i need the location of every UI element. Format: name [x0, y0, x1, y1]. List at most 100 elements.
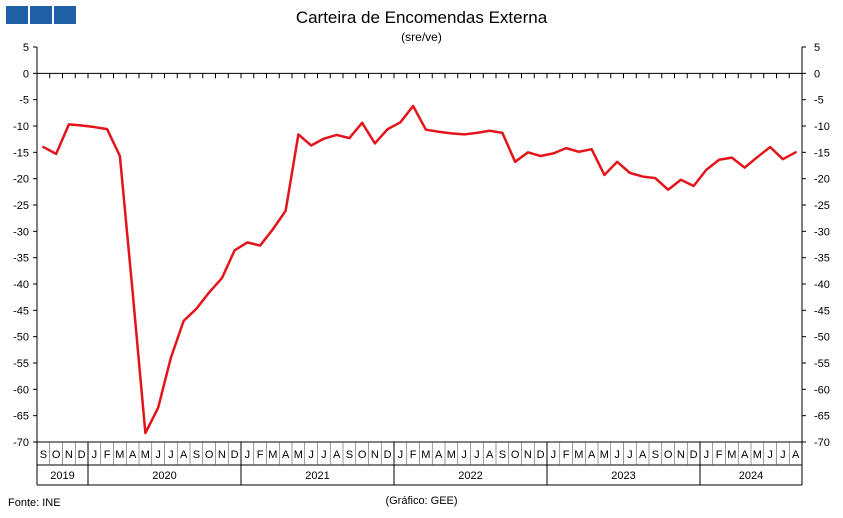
month-label: F — [716, 449, 723, 461]
month-label: N — [524, 449, 532, 461]
month-label: A — [129, 449, 137, 461]
month-label: M — [600, 449, 609, 461]
y-tick-label-left: 0 — [23, 68, 29, 80]
logo-block — [6, 6, 28, 24]
month-label: J — [767, 449, 773, 461]
y-tick-label-right: -60 — [814, 384, 830, 396]
month-label: A — [435, 449, 443, 461]
y-tick-label-right: -30 — [814, 226, 830, 238]
y-tick-label-right: -35 — [814, 253, 830, 265]
logo-block — [54, 6, 76, 24]
y-tick-label-right: -20 — [814, 174, 830, 186]
y-tick-label-right: -5 — [814, 95, 824, 107]
month-label: A — [282, 449, 290, 461]
month-label: J — [308, 449, 314, 461]
month-label: M — [727, 449, 736, 461]
month-label: D — [690, 449, 698, 461]
series-line — [42, 104, 797, 435]
year-label: 2024 — [739, 470, 763, 482]
month-label: J — [168, 449, 174, 461]
logo — [6, 6, 76, 24]
month-label: J — [398, 449, 404, 461]
y-tick-label-left: -40 — [13, 279, 29, 291]
month-label: J — [245, 449, 251, 461]
y-tick-label-right: -15 — [814, 147, 830, 159]
y-tick-label-left: 5 — [23, 42, 29, 54]
month-label: A — [639, 449, 647, 461]
month-label: A — [333, 449, 341, 461]
month-label: O — [52, 449, 61, 461]
month-label: M — [141, 449, 150, 461]
source-note: Fonte: INE — [8, 497, 61, 509]
month-label: O — [511, 449, 520, 461]
month-label: D — [231, 449, 239, 461]
month-label: N — [218, 449, 226, 461]
chart-title: Carteira de Encomendas Externa — [295, 8, 548, 27]
month-label: D — [78, 449, 86, 461]
y-tick-label-left: -10 — [13, 121, 29, 133]
y-tick-label-left: -70 — [13, 437, 29, 449]
month-label: F — [410, 449, 417, 461]
month-label: D — [537, 449, 545, 461]
month-label: F — [104, 449, 111, 461]
month-label: O — [664, 449, 673, 461]
month-label: F — [257, 449, 264, 461]
y-tick-label-left: -60 — [13, 384, 29, 396]
y-tick-label-left: -5 — [19, 95, 29, 107]
y-tick-label-right: -10 — [814, 121, 830, 133]
y-tick-label-right: 5 — [814, 42, 820, 54]
month-label: M — [268, 449, 277, 461]
y-tick-label-left: -30 — [13, 226, 29, 238]
month-label: N — [371, 449, 379, 461]
chart-subtitle: (sre/ve) — [401, 30, 442, 44]
month-label: J — [474, 449, 480, 461]
month-label: J — [92, 449, 98, 461]
month-label: A — [741, 449, 749, 461]
month-label: J — [321, 449, 327, 461]
credit-note: (Gráfico: GEE) — [385, 495, 458, 507]
month-label: N — [677, 449, 685, 461]
y-tick-label-left: -20 — [13, 174, 29, 186]
year-label: 2022 — [458, 470, 482, 482]
logo-block — [30, 6, 52, 24]
month-label: M — [294, 449, 303, 461]
month-label: J — [551, 449, 557, 461]
month-label: J — [627, 449, 633, 461]
month-label: S — [40, 449, 47, 461]
month-label: A — [180, 449, 188, 461]
y-tick-label-right: -55 — [814, 358, 830, 370]
y-tick-label-left: -65 — [13, 411, 29, 423]
month-label: M — [115, 449, 124, 461]
month-label: M — [753, 449, 762, 461]
y-tick-label-right: -25 — [814, 200, 830, 212]
y-tick-label-left: -15 — [13, 147, 29, 159]
month-label: M — [421, 449, 430, 461]
month-label: A — [588, 449, 596, 461]
y-tick-label-right: -40 — [814, 279, 830, 291]
month-label: J — [614, 449, 620, 461]
year-label: 2019 — [50, 470, 74, 482]
month-label: S — [346, 449, 353, 461]
year-label: 2020 — [152, 470, 176, 482]
y-tick-label-left: -50 — [13, 332, 29, 344]
month-label: J — [461, 449, 467, 461]
month-label: D — [384, 449, 392, 461]
month-label: M — [447, 449, 456, 461]
month-label: O — [358, 449, 367, 461]
month-label: J — [704, 449, 710, 461]
year-label: 2021 — [305, 470, 329, 482]
month-label: J — [780, 449, 786, 461]
y-tick-label-left: -35 — [13, 253, 29, 265]
month-label: S — [193, 449, 200, 461]
y-tick-label-right: -70 — [814, 437, 830, 449]
y-tick-label-right: -65 — [814, 411, 830, 423]
month-label: F — [563, 449, 570, 461]
month-label: S — [652, 449, 659, 461]
month-label: A — [792, 449, 800, 461]
y-tick-label-left: -25 — [13, 200, 29, 212]
y-tick-label-right: -45 — [814, 305, 830, 317]
year-label: 2023 — [611, 470, 635, 482]
month-label: A — [486, 449, 494, 461]
y-tick-label-right: -50 — [814, 332, 830, 344]
